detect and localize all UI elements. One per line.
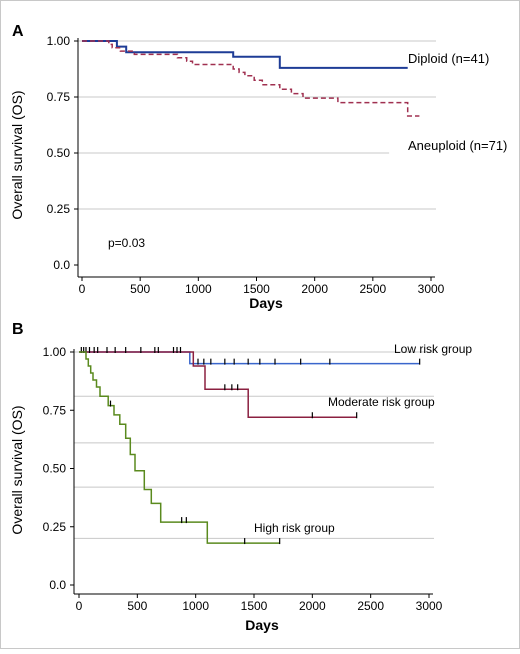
y-tick-label: 0.25 — [43, 520, 67, 534]
x-tick-label: 500 — [130, 282, 150, 296]
x-tick-label: 1500 — [241, 599, 268, 613]
x-tick-label: 2000 — [299, 599, 326, 613]
y-tick-label: 0.50 — [47, 146, 71, 160]
x-axis-label: Days — [249, 295, 283, 311]
x-tick-label: 500 — [127, 599, 147, 613]
x-tick-label: 2500 — [359, 282, 386, 296]
legend-label-aneuploid: Aneuploid (n=71) — [408, 138, 507, 153]
x-axis-label: Days — [245, 617, 279, 633]
series-line-aneuploid — [82, 40, 420, 117]
y-tick-label: 0.50 — [43, 462, 67, 476]
x-tick-label: 0 — [79, 282, 86, 296]
x-tick-label: 3000 — [418, 282, 445, 296]
y-axis-label: Overall survival (OS) — [9, 405, 25, 534]
series-line-diploid — [82, 40, 408, 69]
y-tick-label: 0.75 — [47, 90, 71, 104]
y-tick-label: 0.75 — [43, 403, 67, 417]
x-tick-label: 1000 — [185, 282, 212, 296]
x-tick-label: 3000 — [416, 599, 443, 613]
series-label-moderate-risk: Moderate risk group — [328, 395, 435, 409]
p-value-annotation: p=0.03 — [108, 236, 145, 250]
legend-label-diploid: Diploid (n=41) — [408, 51, 489, 66]
x-tick-label: 1000 — [182, 599, 209, 613]
x-tick-label: 2000 — [301, 282, 328, 296]
y-tick-label: 0.25 — [47, 202, 71, 216]
panel-label: A — [12, 23, 24, 40]
panel-a: A Overall survival (OS) Days p=0.03 0 500… — [9, 23, 507, 311]
y-tick-label: 1.00 — [43, 345, 67, 359]
panel-label: B — [12, 321, 24, 338]
x-tick-label: 1500 — [243, 282, 270, 296]
series-line-high-risk-group — [79, 351, 280, 544]
y-axis-label: Overall survival (OS) — [9, 90, 25, 219]
panel-b: B Overall survival (OS) Days 0 500 1000 150… — [9, 321, 472, 633]
x-tick-label: 2500 — [357, 599, 384, 613]
series-line-moderate-risk-group — [79, 351, 357, 418]
y-tick-label: 0.0 — [53, 258, 70, 272]
y-tick-label: 0.0 — [49, 578, 66, 592]
y-tick-label: 1.00 — [47, 34, 71, 48]
series-label-high-risk: High risk group — [254, 521, 335, 535]
series-label-low-risk: Low risk group — [394, 342, 472, 356]
x-tick-label: 0 — [76, 599, 83, 613]
